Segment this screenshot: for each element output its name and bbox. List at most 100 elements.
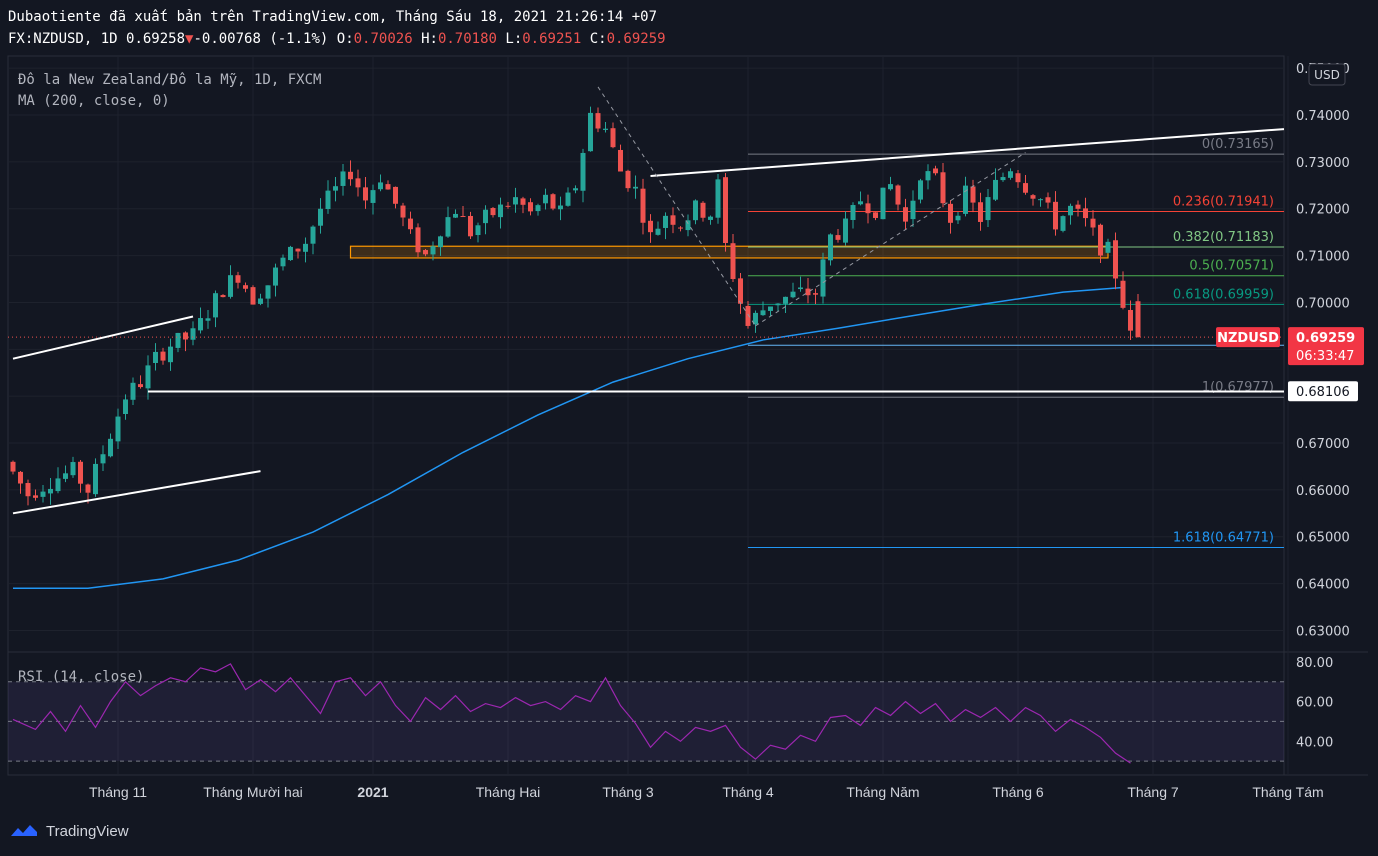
- candle-body: [363, 187, 368, 201]
- candle-body: [528, 202, 533, 212]
- price-tick-label: 0.67000: [1296, 437, 1350, 452]
- candle-body: [940, 172, 946, 204]
- candle-body: [580, 152, 586, 191]
- candle-body: [160, 351, 166, 361]
- candle-body: [745, 305, 751, 326]
- price-axis[interactable]: 0.750000.740000.730000.720000.710000.700…: [1216, 62, 1364, 750]
- brand-name: TradingView: [46, 822, 129, 840]
- candle-body: [903, 207, 908, 222]
- candle-body: [1000, 177, 1006, 181]
- candle-body: [498, 204, 503, 218]
- candle-body: [648, 220, 653, 233]
- low-label: L:: [505, 31, 523, 47]
- candle-body: [828, 234, 833, 261]
- currency-box[interactable]: [1308, 63, 1346, 86]
- candle-body: [1090, 218, 1096, 228]
- last-price-tag-value: 0.69259: [1296, 331, 1355, 346]
- fib-level-label: 1(0.67977): [1202, 380, 1274, 395]
- candle-body: [663, 215, 668, 228]
- candle-body: [933, 168, 938, 174]
- candle-body: [775, 303, 781, 306]
- candle-body: [805, 288, 811, 296]
- currency-label[interactable]: USD: [1314, 68, 1340, 82]
- fib-level-label: 0.618(0.69959): [1173, 287, 1274, 302]
- candle-body: [48, 488, 53, 494]
- candle-body: [993, 179, 998, 200]
- candle-body: [33, 495, 38, 498]
- candle-body: [220, 295, 226, 298]
- price-tick-label: 0.70000: [1296, 296, 1350, 311]
- fibonacci-retracement[interactable]: 0(0.73165) 0.236(0.71941) 0.382(0.71183) 0.…: [748, 137, 1284, 548]
- grid: [7, 55, 1368, 776]
- candle-body: [1113, 240, 1118, 279]
- fib-level-label: 0.382(0.71183): [1173, 230, 1274, 245]
- swing-dashed-line: [597, 86, 756, 327]
- legend-title: Đô la New Zealand/Đô la Mỹ, 1D, FXCM: [18, 72, 321, 88]
- candle-body: [558, 205, 563, 210]
- candle-body: [400, 205, 406, 218]
- candle-body: [640, 188, 646, 223]
- candle-body: [700, 202, 706, 218]
- candle-body: [175, 332, 181, 348]
- candle-body: [520, 198, 526, 205]
- candle-body: [63, 473, 68, 479]
- line-price-tag-bg: [1288, 381, 1358, 402]
- candle-body: [460, 216, 466, 218]
- symbol-label[interactable]: FX:NZDUSD, 1D: [8, 31, 118, 47]
- candle-body: [865, 203, 871, 214]
- support-zone-rect: [349, 245, 1109, 259]
- candle-body: [18, 471, 23, 484]
- rsi-line: [12, 663, 1131, 764]
- candle-body: [610, 128, 616, 148]
- time-tick-label: 2021: [357, 784, 388, 800]
- candle-body: [618, 149, 623, 172]
- candle-body: [288, 246, 293, 261]
- fib-level-label: 0(0.73165): [1202, 137, 1274, 152]
- candle-body: [955, 215, 961, 221]
- candle-body: [888, 184, 893, 190]
- price-tick-label: 0.73000: [1296, 156, 1350, 171]
- candle-body: [415, 227, 421, 253]
- trendlines[interactable]: [12, 86, 1285, 515]
- candle-body: [55, 478, 61, 492]
- candle-body: [1008, 171, 1013, 178]
- candle-body: [370, 190, 376, 203]
- symbol-tag-bg: [1216, 327, 1280, 348]
- candle-body: [340, 171, 346, 186]
- candle-body: [445, 217, 451, 237]
- candle-body: [153, 351, 158, 364]
- candle-body: [1068, 205, 1073, 216]
- candle-body: [625, 170, 631, 189]
- candle-body: [408, 218, 413, 230]
- candle-body: [385, 184, 391, 190]
- candle-body: [138, 384, 143, 388]
- candle-body: [430, 246, 436, 255]
- candles: [8, 106, 1284, 506]
- time-tick-label: Tháng 6: [992, 784, 1044, 800]
- candle-body: [843, 218, 848, 243]
- price-tick-label: 0.63000: [1296, 624, 1350, 639]
- candle-body: [100, 454, 106, 464]
- chart-frame: [7, 55, 1285, 776]
- candle-body: [768, 306, 773, 311]
- candle-body: [490, 208, 496, 216]
- tradingview-logo-icon: [11, 825, 37, 836]
- price-tick-label: 0.64000: [1296, 578, 1350, 593]
- candle-body: [820, 259, 826, 297]
- candle-body: [145, 365, 151, 389]
- candle-body: [108, 438, 113, 457]
- time-tick-label: Tháng 7: [1127, 784, 1179, 800]
- candle-body: [535, 205, 541, 212]
- rsi-band: [8, 681, 1284, 762]
- open-value: 0.70026: [353, 31, 413, 47]
- time-tick-label: Tháng 11: [89, 784, 147, 800]
- time-axis[interactable]: Tháng 11 Tháng Mười hai 2021 Tháng Hai Tháng…: [89, 784, 1324, 800]
- candle-body: [505, 205, 511, 207]
- candle-body: [813, 293, 818, 295]
- candle-body: [78, 461, 83, 484]
- candle-body: [670, 215, 676, 225]
- candle-body: [205, 318, 211, 321]
- candle-body: [1045, 197, 1051, 203]
- candle-body: [693, 200, 698, 221]
